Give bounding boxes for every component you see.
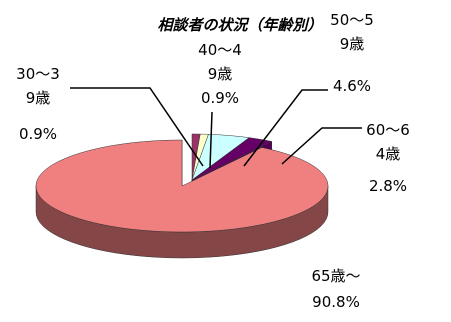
leader-line xyxy=(209,111,213,169)
leader-line xyxy=(243,89,328,167)
slice xyxy=(191,137,273,181)
value-label: 0.9% xyxy=(18,125,58,143)
leader-line xyxy=(70,87,204,167)
category-label: 50～59歳 xyxy=(330,11,374,53)
leader-line xyxy=(281,127,362,165)
value-label: 4.6% xyxy=(332,77,372,95)
category-label: 30～39歳 xyxy=(16,65,60,107)
slice xyxy=(35,139,329,233)
value-label: 2.8% xyxy=(368,177,408,195)
pie xyxy=(35,133,329,259)
category-label: 40～49歳 xyxy=(198,41,242,83)
chart-title: 相談者の状況（年齢別） xyxy=(157,16,323,34)
value-label: 90.8% xyxy=(312,293,360,311)
value-label: 0.9% xyxy=(200,89,240,107)
slice xyxy=(191,134,250,181)
category-label: 65歳～ xyxy=(311,267,361,285)
category-label: 60～64歳 xyxy=(366,121,410,163)
